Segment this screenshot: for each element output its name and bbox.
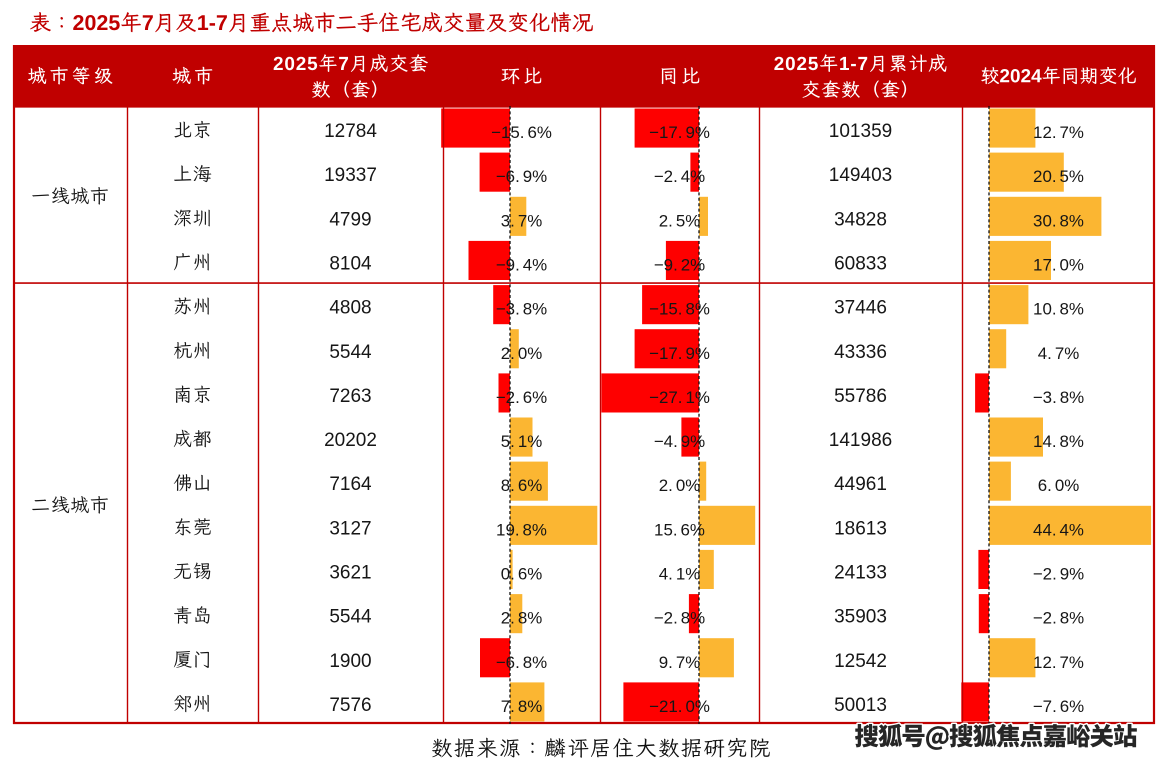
svg-text:−15.6%: −15. 6%	[491, 123, 552, 142]
svg-text:12542: 12542	[834, 651, 887, 672]
svg-text:9.7%: 9. 7%	[659, 653, 701, 672]
svg-text:24133: 24133	[834, 563, 887, 584]
svg-text:7263: 7263	[329, 386, 371, 407]
svg-text:0.6%: 0. 6%	[501, 565, 543, 584]
svg-text:7164: 7164	[329, 474, 372, 495]
svg-text:1900: 1900	[329, 651, 371, 672]
svg-text:8.6%: 8. 6%	[501, 476, 543, 495]
svg-text:35903: 35903	[834, 607, 887, 628]
svg-text:50013: 50013	[834, 695, 887, 716]
svg-text:−27.1%: −27. 1%	[649, 388, 710, 407]
svg-text:−21.0%: −21. 0%	[649, 697, 710, 716]
svg-text:55786: 55786	[834, 386, 887, 407]
svg-text:12.7%: 12. 7%	[1033, 653, 1084, 672]
svg-text:4799: 4799	[329, 209, 371, 230]
svg-text:44961: 44961	[834, 474, 887, 495]
svg-text:−17.9%: −17. 9%	[649, 123, 710, 142]
svg-text:34828: 34828	[834, 209, 887, 230]
svg-text:43336: 43336	[834, 342, 887, 363]
svg-text:4.1%: 4. 1%	[659, 565, 701, 584]
svg-text:4808: 4808	[329, 298, 371, 319]
svg-text:2.8%: 2. 8%	[501, 609, 543, 628]
svg-text:18613: 18613	[834, 518, 887, 539]
svg-text:2.0%: 2. 0%	[659, 476, 701, 495]
svg-text:60833: 60833	[834, 254, 887, 275]
svg-text:4.7%: 4. 7%	[1038, 344, 1080, 363]
svg-text:6.0%: 6. 0%	[1038, 476, 1080, 495]
svg-text:37446: 37446	[834, 298, 887, 319]
svg-text:−17.9%: −17. 9%	[649, 344, 710, 363]
svg-text:149403: 149403	[829, 165, 892, 186]
svg-text:5.1%: 5. 1%	[501, 432, 543, 451]
svg-text:−15.8%: −15. 8%	[649, 300, 710, 319]
svg-text:3621: 3621	[329, 563, 371, 584]
svg-text:3.7%: 3. 7%	[501, 211, 543, 230]
svg-text:19337: 19337	[324, 165, 377, 186]
svg-text:12784: 12784	[324, 121, 377, 142]
svg-text:5544: 5544	[329, 607, 372, 628]
svg-text:7576: 7576	[329, 695, 371, 716]
svg-text:20202: 20202	[324, 430, 377, 451]
svg-text:2.0%: 2. 0%	[501, 344, 543, 363]
svg-text:7.8%: 7. 8%	[501, 697, 543, 716]
svg-text:2.5%: 2. 5%	[659, 211, 701, 230]
svg-text:5544: 5544	[329, 342, 372, 363]
svg-text:101359: 101359	[829, 121, 892, 142]
svg-text:141986: 141986	[829, 430, 892, 451]
svg-text:8104: 8104	[329, 254, 372, 275]
svg-text:3127: 3127	[329, 518, 371, 539]
